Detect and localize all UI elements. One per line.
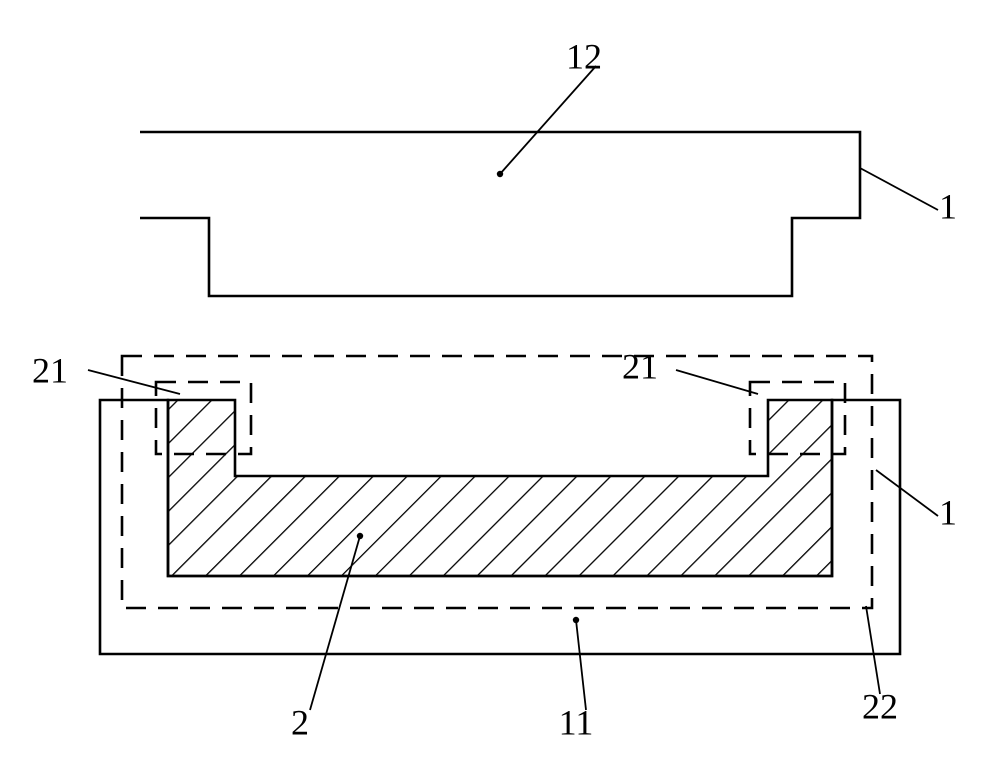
callout-label-c11: 11 (559, 702, 594, 742)
callout-leader-c1a (860, 168, 938, 210)
callout-leader-c1b (876, 470, 938, 516)
callout-dot-c11 (573, 617, 579, 623)
callout-label-c2: 2 (291, 702, 309, 742)
callout-leader-c12 (500, 66, 596, 174)
callout-leader-c21r (676, 370, 758, 394)
callout-label-c22: 22 (862, 686, 898, 726)
callout-label-c1a: 1 (939, 186, 957, 226)
callout-leader-c22 (866, 606, 880, 694)
callout-leader-c11 (576, 620, 586, 710)
callout-dot-c2 (357, 533, 363, 539)
callout-label-c21l: 21 (32, 350, 68, 390)
callout-dot-c12 (497, 171, 503, 177)
callout-label-c1b: 1 (939, 492, 957, 532)
callout-label-c21r: 21 (622, 346, 658, 386)
callout-label-c12: 12 (566, 36, 602, 76)
upper-plug-outline (140, 132, 860, 296)
